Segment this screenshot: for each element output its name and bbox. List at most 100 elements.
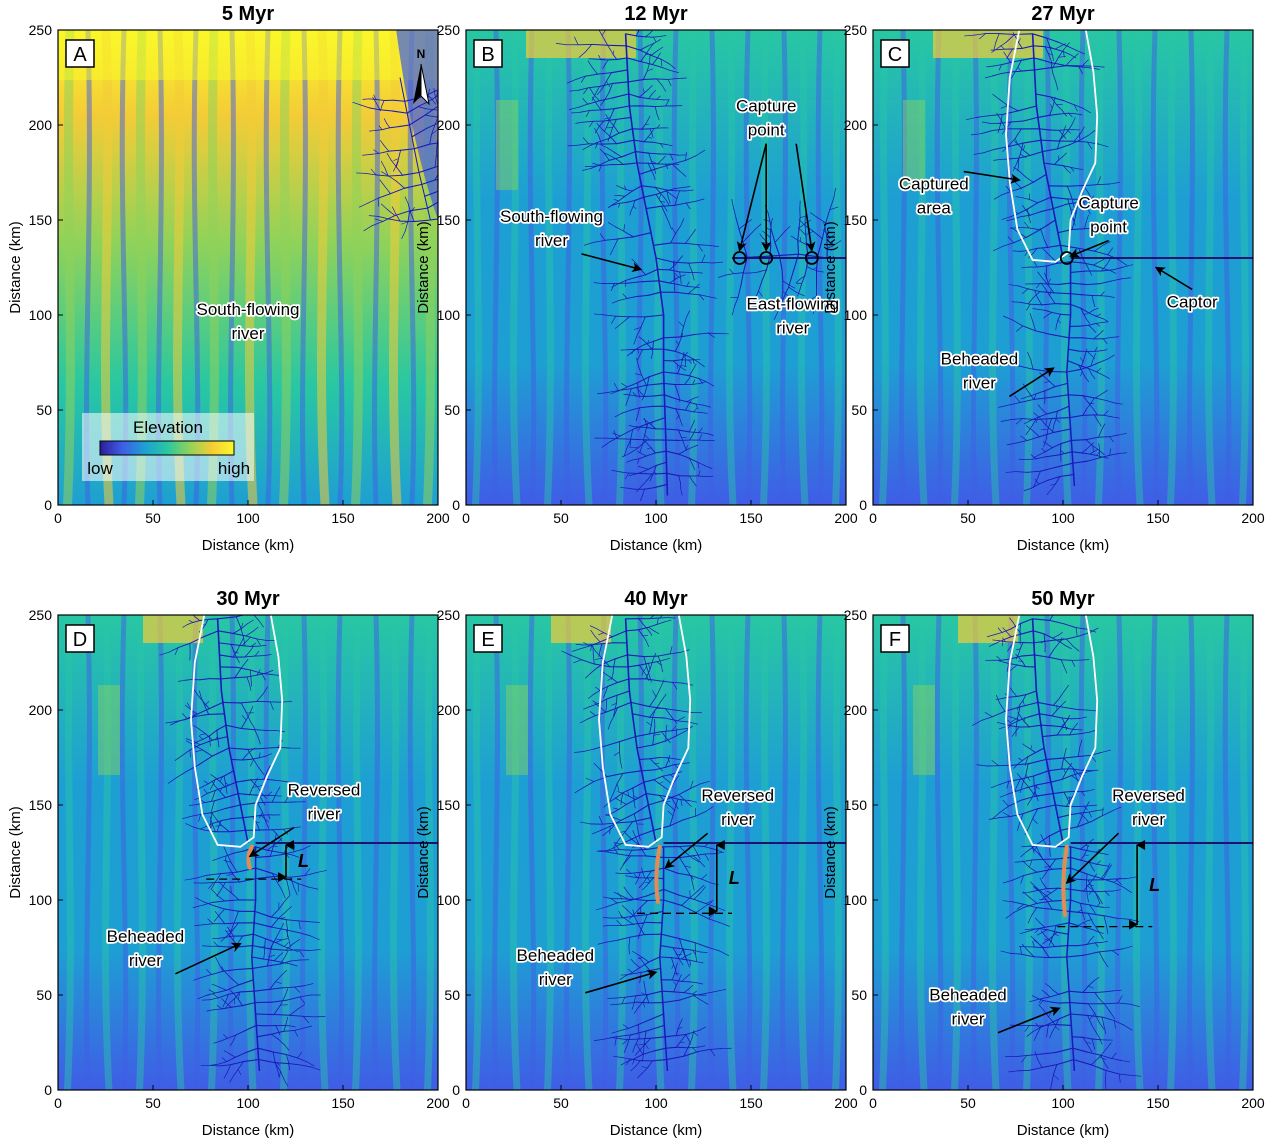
panel-label-box [473, 624, 503, 653]
panel-title: 40 Myr [624, 588, 688, 610]
y-tick-label: 100 [29, 307, 53, 323]
x-tick-label: 0 [462, 1095, 470, 1111]
y-tick-label: 200 [437, 117, 461, 133]
annotation-text: Captor [1167, 292, 1218, 311]
x-tick-label: 0 [869, 510, 877, 526]
length-symbol: L [298, 851, 309, 871]
reversed-river [1061, 844, 1069, 918]
y-tick-label: 250 [437, 607, 461, 623]
captured-area-boundary [1005, 30, 1099, 263]
annotation-text: area [917, 199, 952, 218]
y-tick-label: 200 [437, 702, 461, 718]
annotation-text: point [1090, 218, 1127, 237]
y-axis-label: Distance (km) [415, 806, 432, 899]
y-tick-label: 50 [36, 402, 52, 418]
annotation: Reversed river [1065, 784, 1187, 884]
river-network [555, 30, 842, 502]
annotation-text: river [231, 324, 264, 343]
x-axis-label: Distance (km) [202, 1122, 295, 1139]
y-axis-label: Distance (km) [7, 221, 24, 314]
y-tick-label: 50 [851, 987, 867, 1003]
annotation-text: river [535, 231, 568, 250]
x-tick-label: 150 [331, 510, 355, 526]
y-tick-label: 100 [844, 307, 868, 323]
y-tick-label: 150 [844, 212, 868, 228]
panel-label-box [880, 39, 910, 68]
panel-a: 5 Myr A 0 50 100 150 200 0 50 100 150 200 250 Distanc… [7, 3, 450, 554]
x-tick-label: 100 [644, 1095, 668, 1111]
y-axis-label: Distance (km) [822, 806, 839, 899]
annotation-arrow [997, 1006, 1061, 1034]
x-tick-label: 200 [1241, 510, 1265, 526]
annotation-text: Capture [1078, 194, 1138, 213]
captured-area-boundary [1005, 615, 1099, 848]
x-tick-label: 200 [426, 510, 450, 526]
length-symbol: L [729, 868, 740, 888]
y-tick-label: 150 [29, 212, 53, 228]
x-tick-label: 50 [553, 510, 569, 526]
x-tick-label: 150 [331, 1095, 355, 1111]
panel-d: 30 Myr D 0 50 100 150 200 0 50 100 150 200 250 Distan… [7, 588, 450, 1139]
x-tick-label: 200 [426, 1095, 450, 1111]
x-tick-label: 100 [236, 510, 260, 526]
annotation-arrow [1069, 239, 1109, 258]
x-tick-label: 50 [960, 510, 976, 526]
north-arrow-icon: N [413, 47, 430, 106]
annotation-text: river [721, 810, 754, 829]
panel-label: C [888, 44, 902, 66]
panel-label: B [481, 44, 494, 66]
annotation-arrow [963, 170, 1021, 184]
annotation-text: Reversed [1112, 786, 1185, 805]
y-axis-label: Distance (km) [822, 221, 839, 314]
length-symbol: L [1149, 875, 1160, 895]
captured-area-boundary [190, 615, 284, 848]
y-tick-label: 250 [29, 607, 53, 623]
annotation-arrow [581, 253, 643, 273]
annotation-text: Reversed [288, 781, 361, 800]
y-tick-label: 150 [437, 797, 461, 813]
x-tick-label: 50 [553, 1095, 569, 1111]
panel-title: 50 Myr [1031, 588, 1095, 610]
panel-label-box [473, 39, 503, 68]
panel-label: E [481, 629, 494, 651]
panel-title: 30 Myr [216, 588, 280, 610]
annotation: Reversed river [248, 779, 362, 858]
captured-area-boundary [598, 615, 692, 848]
annotation-arrow [664, 832, 709, 869]
capture-point-marker [1059, 251, 1074, 265]
y-tick-label: 0 [859, 1082, 867, 1098]
annotation: Beheaded river [927, 984, 1061, 1034]
x-tick-label: 50 [960, 1095, 976, 1111]
annotation: Capture point [734, 95, 816, 252]
capture-point-marker [732, 251, 747, 265]
annotation: Captured area [897, 170, 1021, 219]
annotation-arrow [1065, 832, 1120, 884]
annotation-text: Beheaded [929, 986, 1007, 1005]
x-tick-label: 100 [644, 510, 668, 526]
legend-high-label: high [218, 459, 250, 478]
annotation-arrow [248, 826, 295, 858]
annotation: Reversed river [664, 784, 776, 869]
x-tick-label: 100 [1051, 510, 1075, 526]
x-tick-label: 200 [1241, 1095, 1265, 1111]
annotation-text: river [776, 318, 809, 337]
x-tick-label: 50 [145, 1095, 161, 1111]
annotation-text: river [129, 951, 162, 970]
y-tick-label: 0 [452, 497, 460, 513]
annotation-arrow [1008, 367, 1055, 398]
capture-point-marker [804, 251, 819, 265]
y-tick-label: 100 [437, 892, 461, 908]
x-tick-label: 200 [834, 1095, 858, 1111]
panel-title: 27 Myr [1031, 3, 1095, 25]
annotation: Beheaded river [105, 925, 242, 975]
annotation-arrow [175, 942, 242, 975]
y-tick-label: 100 [437, 307, 461, 323]
y-tick-label: 200 [29, 117, 53, 133]
elevation-map [466, 615, 846, 1090]
annotation: Beheaded river [939, 348, 1055, 398]
annotation-arrow [585, 969, 658, 994]
annotation-text: river [539, 970, 572, 989]
